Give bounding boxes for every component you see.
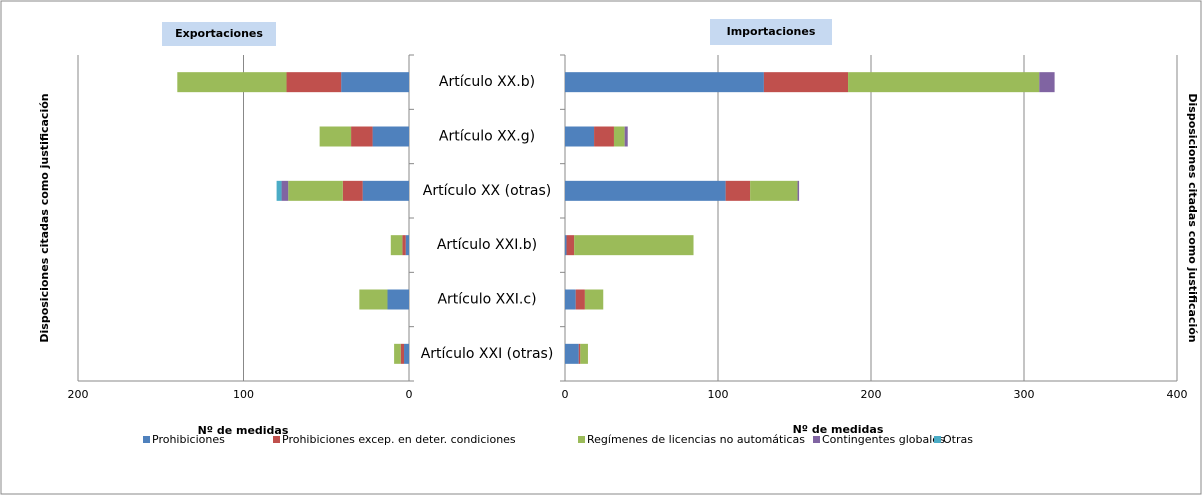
bar: [584, 289, 604, 310]
bar: [848, 72, 1040, 93]
legend-swatch: [934, 436, 941, 443]
y-axis-label: Disposiciones citadas como justificación: [1186, 93, 1199, 342]
bar: [594, 126, 614, 147]
category-label: Artículo XX (otras): [423, 183, 551, 199]
title-box: [162, 22, 276, 46]
legend-label: Regímenes de licencias no automáticas: [587, 433, 805, 446]
x-tick-label: 200: [68, 388, 89, 401]
bar: [405, 235, 409, 256]
bar: [750, 180, 798, 201]
bar: [763, 72, 849, 93]
bar: [624, 126, 628, 147]
x-tick-label: 400: [1167, 388, 1188, 401]
category-label: Artículo XX.g): [439, 129, 535, 145]
bar: [359, 289, 388, 310]
bar: [1039, 72, 1055, 93]
chart-title: Importaciones: [727, 25, 816, 38]
bar: [351, 126, 373, 147]
bar: [402, 235, 406, 256]
bar: [276, 180, 282, 201]
legend-swatch: [143, 436, 150, 443]
bar: [319, 126, 352, 147]
x-tick-label: 100: [708, 388, 729, 401]
bar: [387, 289, 409, 310]
title-box: [710, 19, 832, 45]
x-tick-label: 0: [406, 388, 413, 401]
x-axis-label: Nº de medidas: [793, 423, 884, 436]
bar: [342, 180, 363, 201]
x-tick-label: 200: [861, 388, 882, 401]
x-tick-label: 300: [1014, 388, 1035, 401]
bar: [400, 343, 405, 364]
bar: [613, 126, 625, 147]
legend-label: Prohibiciones: [152, 433, 225, 446]
chart-title: Exportaciones: [175, 27, 263, 40]
bar: [372, 126, 409, 147]
bar: [565, 180, 726, 201]
bar: [362, 180, 409, 201]
legend-swatch: [813, 436, 820, 443]
legend-label: Otras: [943, 433, 973, 446]
x-tick-label: 0: [562, 388, 569, 401]
category-label: Artículo XXI (otras): [421, 346, 554, 362]
legend-label: Prohibiciones excep. en deter. condicion…: [282, 433, 516, 446]
bar: [341, 72, 409, 93]
bar: [575, 289, 585, 310]
category-label: Artículo XX.b): [439, 74, 535, 90]
legend-swatch: [578, 436, 585, 443]
bar: [565, 126, 595, 147]
bar: [566, 235, 575, 256]
bar: [580, 343, 588, 364]
category-label: Artículo XXI.b): [437, 237, 537, 253]
bar: [565, 289, 576, 310]
bar: [578, 343, 581, 364]
category-label: Artículo XXI.c): [437, 292, 536, 308]
y-axis-label: Disposiciones citadas como justificación: [38, 93, 51, 342]
bar: [394, 343, 401, 364]
bar: [390, 235, 403, 256]
bar: [404, 343, 409, 364]
legend-label: Contingentes globales: [822, 433, 945, 446]
bar: [725, 180, 751, 201]
legend-swatch: [273, 436, 280, 443]
x-axis-label: Nº de medidas: [198, 424, 289, 437]
bar: [281, 180, 289, 201]
bar: [565, 235, 567, 256]
bar: [574, 235, 694, 256]
bar: [797, 180, 800, 201]
x-tick-label: 100: [233, 388, 254, 401]
bar: [565, 343, 579, 364]
bar: [565, 72, 764, 93]
bar: [286, 72, 342, 93]
bar: [288, 180, 343, 201]
bar: [177, 72, 287, 93]
